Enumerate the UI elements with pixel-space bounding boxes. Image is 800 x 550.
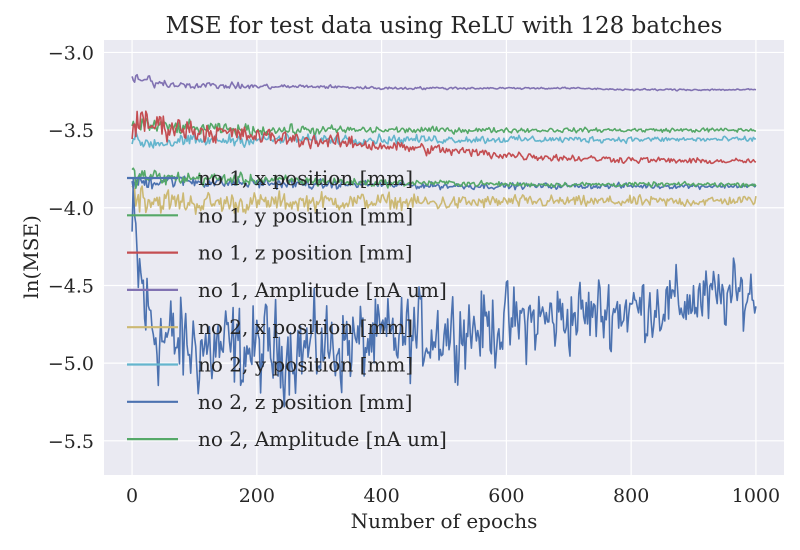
x-tick-label: 800 xyxy=(613,485,649,507)
x-axis-label: Number of epochs xyxy=(351,509,538,533)
legend-label: no 1, z position [mm] xyxy=(198,241,412,265)
x-tick-label: 600 xyxy=(488,485,524,507)
legend-label: no 1, x position [mm] xyxy=(198,166,413,190)
x-tick-labels: 0 200 400 600 800 1000 xyxy=(126,485,780,507)
legend-label: no 2, y position [mm] xyxy=(198,353,413,377)
y-axis-label: ln(MSE) xyxy=(19,215,43,299)
y-tick-label: −5.5 xyxy=(48,431,94,453)
series-line xyxy=(131,110,757,165)
series-line xyxy=(131,185,757,215)
series-line xyxy=(131,177,757,408)
y-tick-label: −3.5 xyxy=(48,120,94,142)
y-tick-label: −4.0 xyxy=(48,198,94,220)
legend: no 1, x position [mm] no 1, y position [m… xyxy=(127,166,447,451)
plot-area xyxy=(104,40,784,475)
legend-label: no 2, z position [mm] xyxy=(198,390,412,414)
x-tick-label: 400 xyxy=(363,485,399,507)
x-tick-label: 0 xyxy=(126,485,138,507)
series-line xyxy=(131,167,757,190)
series-lines xyxy=(131,73,757,408)
y-tick-label: −4.5 xyxy=(48,275,94,297)
y-tick-labels: −3.0 −3.5 −4.0 −4.5 −5.0 −5.5 xyxy=(48,42,94,452)
x-tick-label: 1000 xyxy=(732,485,780,507)
series-line xyxy=(131,73,757,92)
chart-title: MSE for test data using ReLU with 128 ba… xyxy=(166,13,723,39)
y-tick-label: −5.0 xyxy=(48,353,94,375)
x-tick-label: 200 xyxy=(239,485,275,507)
legend-label: no 1, y position [mm] xyxy=(198,203,413,227)
legend-label: no 2, Amplitude [nA um] xyxy=(198,427,447,451)
legend-label: no 2, x position [mm] xyxy=(198,315,413,339)
series-line xyxy=(131,130,757,149)
legend-label: no 1, Amplitude [nA um] xyxy=(198,278,447,302)
y-tick-label: −3.0 xyxy=(48,42,94,64)
